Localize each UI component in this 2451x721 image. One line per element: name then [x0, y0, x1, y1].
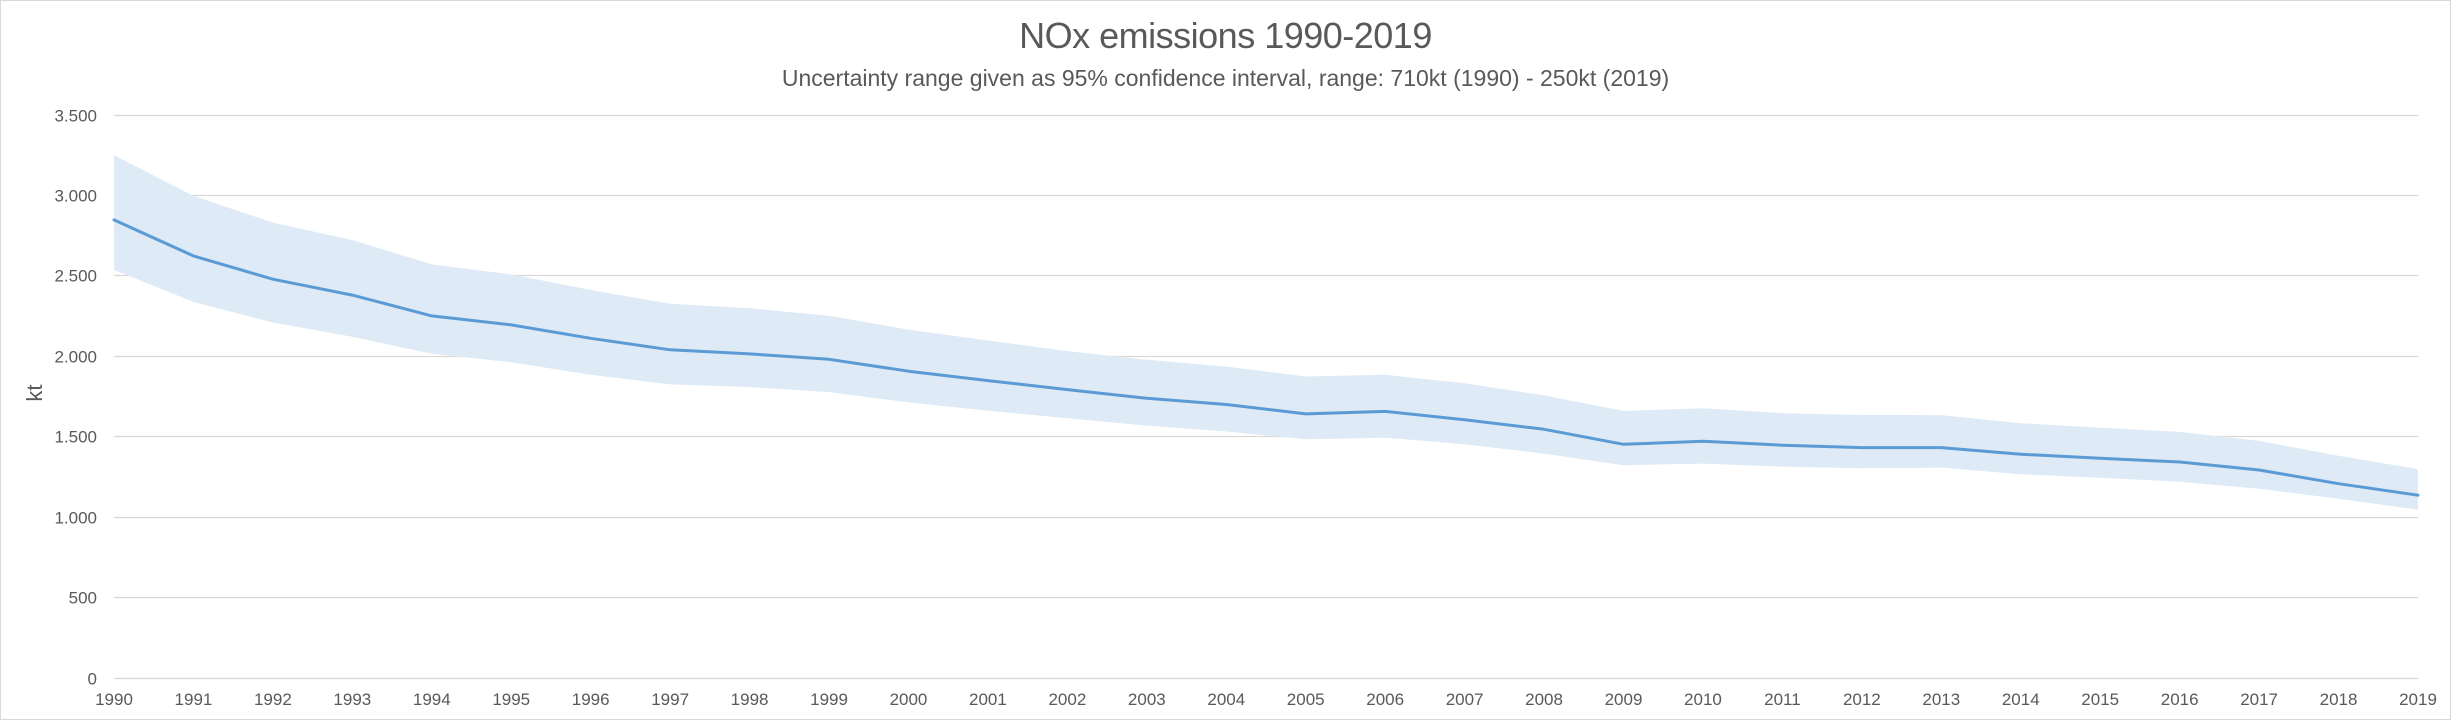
x-tick-label: 1991 [175, 690, 213, 709]
data-point-2002 [1065, 388, 1069, 392]
x-tick-label: 2003 [1128, 690, 1166, 709]
x-tick-label: 2001 [969, 690, 1007, 709]
data-point-2016 [2178, 460, 2182, 464]
x-tick-label: 2004 [1207, 690, 1245, 709]
x-tick-label: 1992 [254, 690, 292, 709]
x-tick-label: 2014 [2002, 690, 2040, 709]
data-point-2018 [2337, 482, 2341, 486]
x-tick-label: 2002 [1048, 690, 1086, 709]
data-point-2003 [1145, 396, 1149, 400]
y-axis-title: kt [22, 384, 47, 401]
data-point-2013 [1939, 446, 1943, 450]
data-point-1999 [827, 357, 831, 361]
chart-title: NOx emissions 1990-2019 [1019, 15, 1432, 56]
x-tick-label: 2006 [1366, 690, 1404, 709]
y-axis-ticks: 0 500 1.000 1.500 2.000 2.500 3.000 3.500 [54, 107, 97, 689]
x-tick-label: 1997 [651, 690, 689, 709]
x-tick-label: 2015 [2081, 690, 2119, 709]
y-tick-label: 3.000 [54, 187, 97, 206]
data-point-2000 [907, 369, 911, 373]
emissions-line-group [112, 218, 2420, 497]
data-point-2011 [1780, 443, 1784, 447]
data-point-2004 [1224, 403, 1228, 407]
data-point-1997 [668, 348, 672, 352]
chart-subtitle: Uncertainty range given as 95% confidenc… [781, 65, 1670, 91]
x-tick-label: 2005 [1287, 690, 1325, 709]
data-point-1993 [350, 293, 354, 297]
data-point-2012 [1860, 446, 1864, 450]
data-point-2014 [2019, 452, 2023, 456]
x-tick-label: 2012 [1843, 690, 1881, 709]
data-point-2009 [1622, 442, 1626, 446]
x-tick-label: 1996 [572, 690, 610, 709]
x-tick-label: 2017 [2240, 690, 2278, 709]
x-tick-label: 2009 [1605, 690, 1643, 709]
y-tick-label: 2.000 [54, 348, 97, 367]
data-point-2007 [1463, 418, 1467, 422]
x-tick-label: 1993 [333, 690, 371, 709]
data-point-2015 [2098, 456, 2102, 460]
data-point-2006 [1383, 409, 1387, 413]
x-tick-label: 1998 [731, 690, 769, 709]
data-point-2008 [1542, 427, 1546, 431]
x-tick-label: 2000 [890, 690, 928, 709]
x-tick-label: 2011 [1764, 690, 1801, 709]
x-tick-label: 2010 [1684, 690, 1722, 709]
x-tick-label: 1990 [95, 690, 133, 709]
data-point-2017 [2257, 468, 2261, 472]
data-point-1994 [430, 314, 434, 318]
data-point-1996 [589, 336, 593, 340]
y-tick-label: 0 [88, 670, 97, 689]
data-point-2010 [1701, 439, 1705, 443]
data-point-2019 [2416, 493, 2420, 497]
y-tick-label: 1.000 [54, 509, 97, 528]
data-point-1990 [112, 218, 116, 222]
y-tick-label: 1.500 [54, 428, 97, 447]
y-tick-label: 3.500 [54, 107, 97, 126]
data-point-1995 [509, 323, 513, 327]
data-point-1992 [271, 277, 275, 281]
x-tick-label: 2018 [2320, 690, 2358, 709]
data-point-2005 [1304, 412, 1308, 416]
data-point-2001 [986, 379, 990, 383]
confidence-band [114, 155, 2418, 510]
emissions-line [112, 218, 2420, 497]
y-tick-label: 500 [69, 589, 97, 608]
x-tick-label: 2007 [1446, 690, 1484, 709]
confidence-band-area [114, 155, 2418, 510]
x-axis-ticks: 1990 1991 1992 1993 1994 1995 1996 1997 1998 1999… [95, 690, 2437, 709]
data-point-1998 [748, 352, 752, 356]
x-tick-label: 2019 [2399, 690, 2437, 709]
x-tick-label: 2013 [1922, 690, 1960, 709]
x-tick-label: 2016 [2161, 690, 2199, 709]
x-tick-label: 1999 [810, 690, 848, 709]
x-tick-label: 1995 [492, 690, 530, 709]
data-point-1991 [191, 254, 195, 258]
y-tick-label: 2.500 [54, 267, 97, 286]
x-tick-label: 1994 [413, 690, 451, 709]
x-tick-label: 2008 [1525, 690, 1563, 709]
